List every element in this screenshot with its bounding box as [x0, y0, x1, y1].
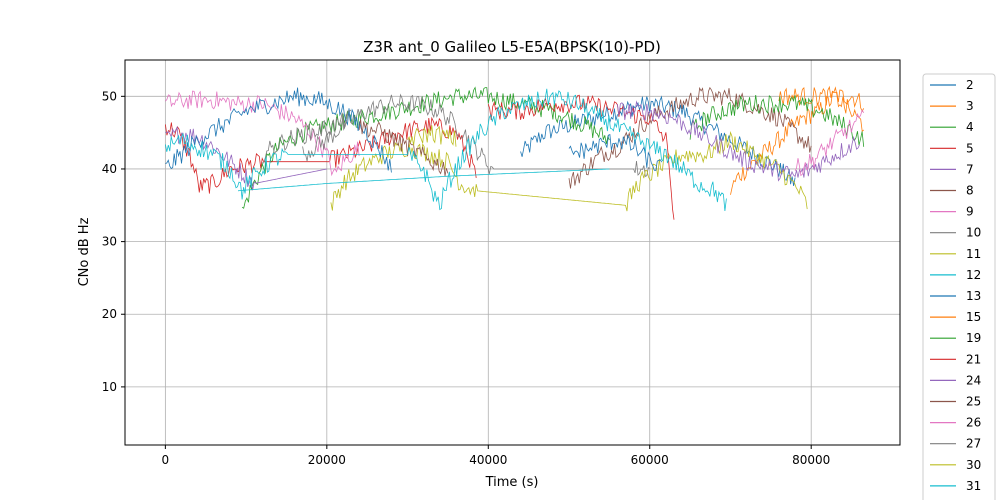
series-line-33: [568, 134, 663, 171]
legend-label: 8: [966, 184, 974, 198]
legend-box: [922, 73, 996, 500]
series-line-26: [794, 109, 865, 177]
legend-label: 13: [966, 289, 981, 303]
legend-label: 2: [966, 78, 974, 92]
series-line-4: [241, 86, 610, 209]
legend-label: 19: [966, 331, 981, 345]
y-tick-label: 50: [102, 89, 117, 103]
legend-label: 9: [966, 205, 974, 219]
legend-label: 26: [966, 416, 981, 430]
y-axis-label: CNo dB Hz: [77, 217, 92, 286]
legend-label: 4: [966, 120, 974, 134]
x-tick-label: 40000: [469, 453, 507, 467]
series-line-27: [262, 109, 352, 164]
legend-label: 25: [966, 395, 981, 409]
legend-label: 7: [966, 162, 974, 176]
plot-frame: [124, 59, 901, 446]
legend-label: 21: [966, 352, 981, 366]
x-axis-label: Time (s): [485, 475, 539, 490]
series-line-25: [358, 118, 449, 177]
legend-label: 24: [966, 373, 981, 387]
legend-label: 10: [966, 226, 981, 240]
legend-label: 12: [966, 268, 981, 282]
y-tick-label: 30: [102, 235, 117, 249]
series-line-5: [165, 116, 477, 194]
series-layer: [165, 85, 865, 220]
series-line-9: [165, 90, 360, 177]
series-line-3: [730, 89, 865, 195]
series-line-8: [568, 86, 812, 189]
series-line-31: [165, 88, 727, 212]
legend-label: 30: [966, 458, 981, 472]
chart-title: Z3R ant_0 Galileo L5-E5A(BPSK(10)-PD): [363, 38, 661, 57]
legend-label: 3: [966, 99, 974, 113]
series-line-30: [407, 125, 457, 147]
x-tick-label: 0: [162, 453, 170, 467]
grid-lines: [125, 60, 900, 445]
x-tick-label: 80000: [792, 453, 830, 467]
legend-label: 27: [966, 437, 981, 451]
legend-label: 5: [966, 141, 974, 155]
x-axis-ticks: 0 20000 40000 60000 80000: [162, 445, 830, 467]
series-line-15: [778, 85, 864, 133]
legend: 23457891011121315192124252627303133: [922, 73, 996, 500]
y-axis-ticks: 10 20 30 40 50: [102, 89, 125, 394]
x-tick-label: 20000: [308, 453, 346, 467]
legend-label: 15: [966, 310, 981, 324]
series-line-13: [165, 87, 392, 173]
series-line-12: [237, 168, 610, 192]
series-line-19: [689, 94, 865, 147]
y-tick-label: 10: [102, 380, 117, 394]
y-tick-label: 20: [102, 307, 117, 321]
y-tick-label: 40: [102, 162, 117, 176]
series-line-24: [617, 100, 860, 182]
x-tick-label: 60000: [631, 453, 669, 467]
legend-label: 31: [966, 479, 981, 493]
series-line-10: [302, 93, 650, 177]
legend-label: 11: [966, 247, 981, 261]
